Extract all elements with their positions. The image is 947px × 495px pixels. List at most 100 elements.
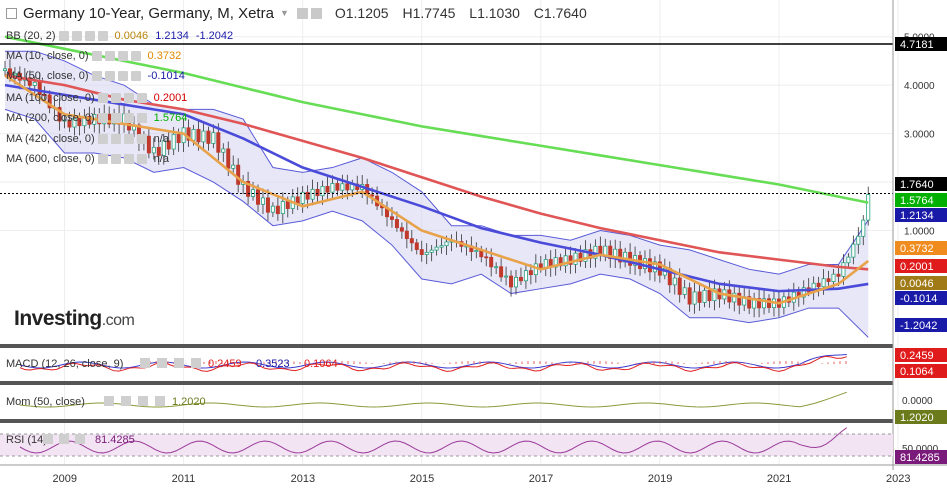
candle-body: [315, 188, 320, 197]
panel-value: 0.3523: [256, 358, 290, 370]
chevron-down-icon[interactable]: [58, 31, 69, 41]
candle-body: [578, 252, 583, 262]
candle-body: [509, 275, 514, 288]
candle-body: [583, 249, 588, 262]
candle-body: [370, 194, 375, 197]
candle-body: [697, 291, 702, 303]
candle-body: [77, 117, 82, 127]
candle-body: [211, 132, 216, 144]
panel-title: Mom (50, close): [6, 396, 85, 408]
panel-separator: [0, 381, 893, 385]
candle-body: [687, 287, 692, 305]
candle-body: [191, 129, 196, 141]
legend-row[interactable]: MA (600, close, 0) n/a: [6, 153, 169, 165]
candle-body: [57, 107, 62, 122]
chevron-down-icon[interactable]: [97, 93, 108, 103]
candle-body: [186, 127, 191, 141]
legend-row[interactable]: BB (20, 2) 0.0046 1.2134 -1.2042: [6, 30, 233, 42]
candle-body: [528, 270, 533, 276]
settings-icon[interactable]: [110, 113, 121, 123]
axis-badge: [895, 37, 947, 51]
legend-value: 0.2001: [153, 92, 188, 104]
candle-body: [767, 298, 772, 309]
visibility-icon[interactable]: [123, 154, 134, 164]
chevron-down-icon[interactable]: [97, 134, 108, 144]
legend-value: 1.5764: [153, 112, 188, 124]
x-tick-label: 2021: [767, 473, 791, 485]
legend-row[interactable]: MA (50, close, 0) -0.1014: [6, 70, 185, 82]
candle-body: [429, 249, 434, 253]
chevron-down-icon[interactable]: ▼: [279, 8, 289, 18]
panel-control-icon: [157, 358, 167, 368]
candle-body: [280, 201, 285, 215]
panel-value: 0.2459: [208, 358, 242, 370]
candle-body: [236, 164, 241, 185]
candle-body: [826, 278, 831, 282]
ma-line-3: [4, 83, 869, 293]
chevron-down-icon[interactable]: [91, 51, 102, 61]
axis-badge-label: 0.2001: [900, 261, 934, 273]
candle-body: [201, 130, 206, 143]
collapse-checkbox[interactable]: [6, 7, 17, 19]
settings-icon[interactable]: [110, 154, 121, 164]
legend-value: 1.2134: [155, 30, 189, 42]
visibility-icon[interactable]: [123, 134, 134, 144]
candle-body: [816, 282, 821, 288]
open-value: O1.1205: [334, 5, 389, 21]
settings-icon[interactable]: [104, 51, 115, 61]
candle-body: [553, 257, 558, 268]
visibility-icon[interactable]: [84, 31, 95, 41]
chevron-down-icon[interactable]: [97, 113, 108, 123]
close-icon[interactable]: [97, 31, 108, 41]
legend-label: MA (200, close, 0): [6, 112, 95, 124]
close-icon[interactable]: [136, 134, 147, 144]
candle-body: [340, 183, 345, 191]
panel-separator: [0, 419, 893, 423]
legend-row[interactable]: MA (420, close, 0) n/a: [6, 133, 169, 145]
momentum-tick-label: 0.0000: [902, 396, 933, 407]
high-value: H1.7745: [402, 5, 456, 21]
close-icon[interactable]: [130, 71, 141, 81]
close-icon[interactable]: [136, 154, 147, 164]
settings-icon[interactable]: [296, 7, 308, 19]
settings-icon[interactable]: [110, 93, 121, 103]
candle-body: [672, 277, 677, 286]
legend-row[interactable]: MA (100, close, 0) 0.2001: [6, 92, 187, 104]
candle-body: [568, 255, 573, 265]
candle-body: [67, 119, 72, 128]
candle-body: [47, 94, 52, 109]
panel-separator: [0, 344, 893, 348]
x-tick-label: 2015: [410, 473, 434, 485]
chevron-down-icon[interactable]: [97, 154, 108, 164]
visibility-icon[interactable]: [123, 93, 134, 103]
x-tick-label: 2011: [172, 473, 196, 485]
investing-logo: Investing.com: [14, 307, 135, 330]
close-icon[interactable]: [130, 51, 141, 61]
close-icon[interactable]: [136, 113, 147, 123]
chevron-down-icon[interactable]: [91, 71, 102, 81]
candle-body: [27, 77, 32, 86]
candle-body: [156, 146, 161, 156]
settings-icon[interactable]: [71, 31, 82, 41]
candle-body: [747, 296, 752, 309]
axis-badge-label: 0.0046: [900, 278, 934, 290]
axis-badge-label: 1.5764: [900, 195, 934, 207]
legend-row[interactable]: MA (200, close, 0) 1.5764: [6, 112, 187, 124]
candle-body: [151, 146, 156, 154]
visibility-icon[interactable]: [123, 113, 134, 123]
settings-icon[interactable]: [104, 71, 115, 81]
candle-body: [72, 117, 77, 128]
visibility-icon[interactable]: [117, 51, 128, 61]
axis-badge: [895, 318, 947, 332]
close-icon[interactable]: [136, 93, 147, 103]
legend-row[interactable]: MA (10, close, 0) 0.3732: [6, 50, 181, 62]
visibility-icon[interactable]: [310, 7, 322, 19]
axis-badge-label: 4.7181: [900, 39, 934, 51]
settings-icon[interactable]: [110, 134, 121, 144]
candle-body: [419, 249, 424, 255]
candle-body: [399, 227, 404, 232]
visibility-icon[interactable]: [117, 71, 128, 81]
candle-body: [737, 292, 742, 306]
axis-badge: [895, 208, 947, 222]
